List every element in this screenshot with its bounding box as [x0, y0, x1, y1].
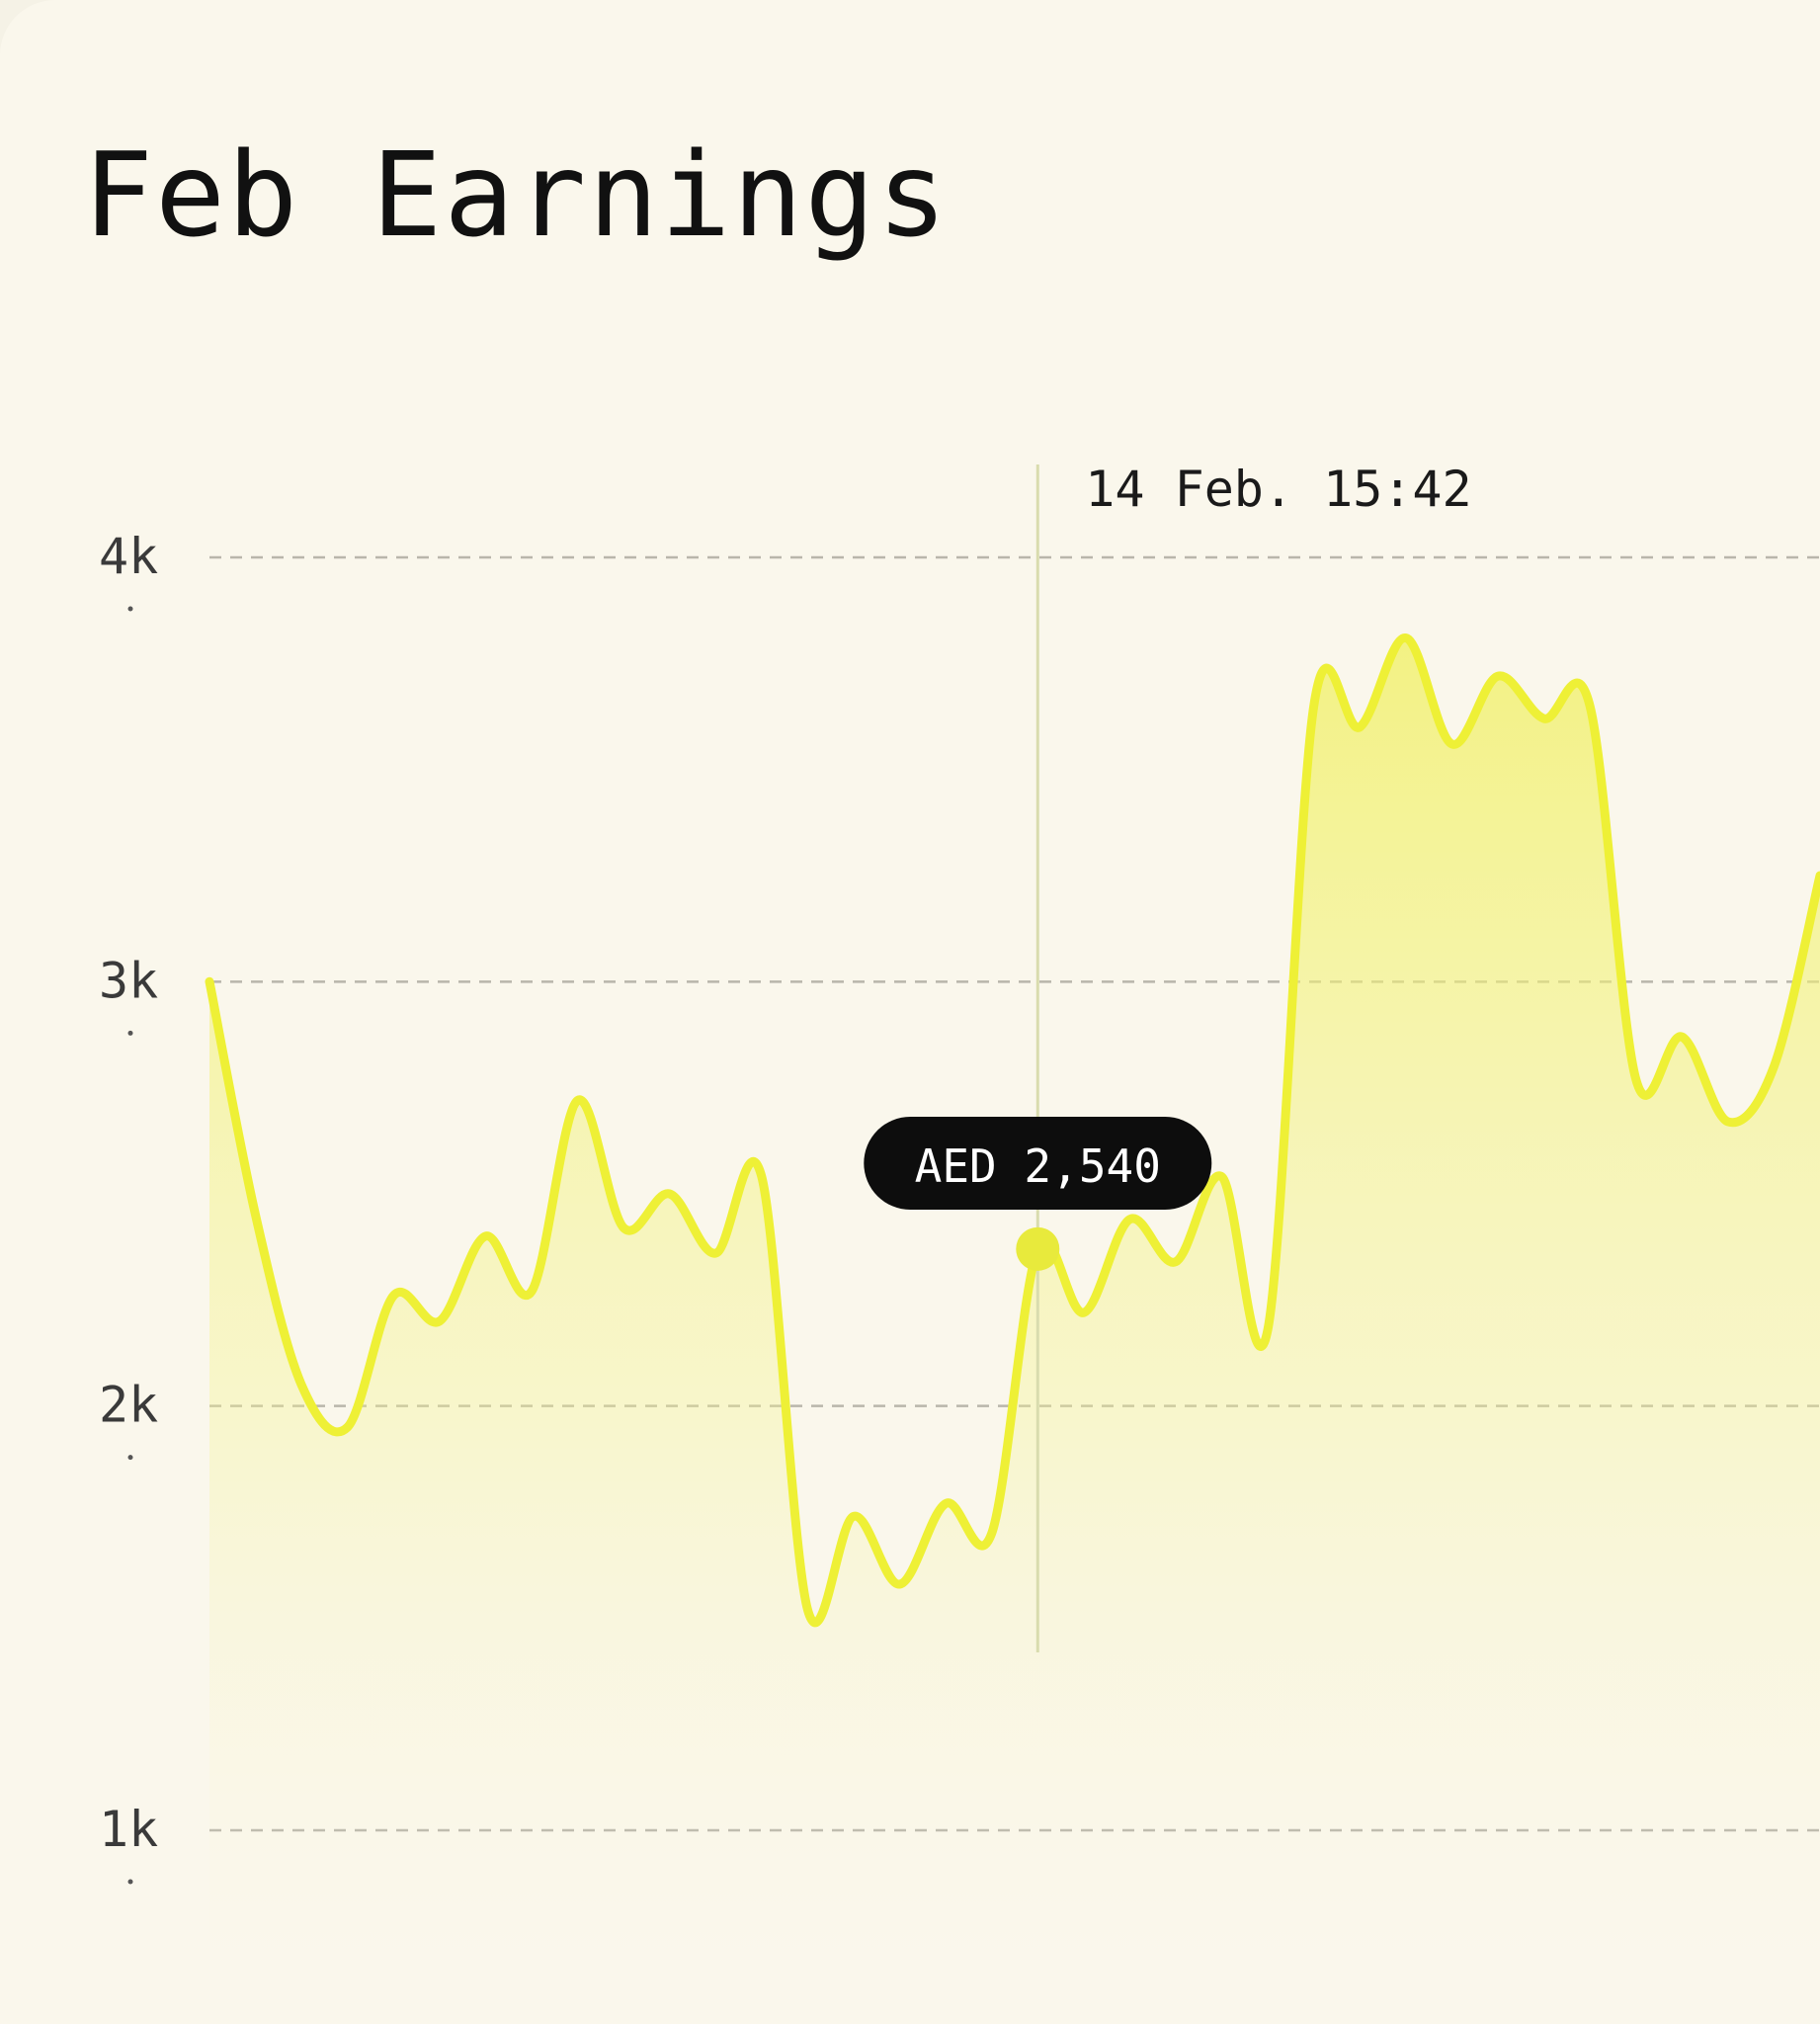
y-axis: 4k 3k 2k 1k	[99, 528, 158, 1885]
y-tick-dot	[127, 1879, 133, 1885]
y-tick-label: 4k	[99, 528, 158, 585]
highlight-date-label: 14 Feb. 15:42	[1085, 461, 1471, 518]
y-tick-label: 2k	[99, 1377, 158, 1434]
y-tick-label: 3k	[99, 952, 158, 1009]
tooltip-value: AED 2,540	[915, 1139, 1161, 1193]
series-line	[205, 633, 1820, 1628]
series-area-fill	[209, 637, 1820, 2024]
chart-title: Feb Earnings	[83, 126, 950, 263]
tooltip-background	[864, 1117, 1212, 1210]
highlight-point[interactable]	[1016, 1226, 1060, 1271]
y-tick-dot	[127, 606, 133, 612]
value-tooltip: AED 2,540	[864, 1117, 1212, 1210]
y-tick-label: 1k	[99, 1801, 158, 1858]
y-tick-dot	[127, 1030, 133, 1036]
y-tick-dot	[127, 1455, 133, 1461]
